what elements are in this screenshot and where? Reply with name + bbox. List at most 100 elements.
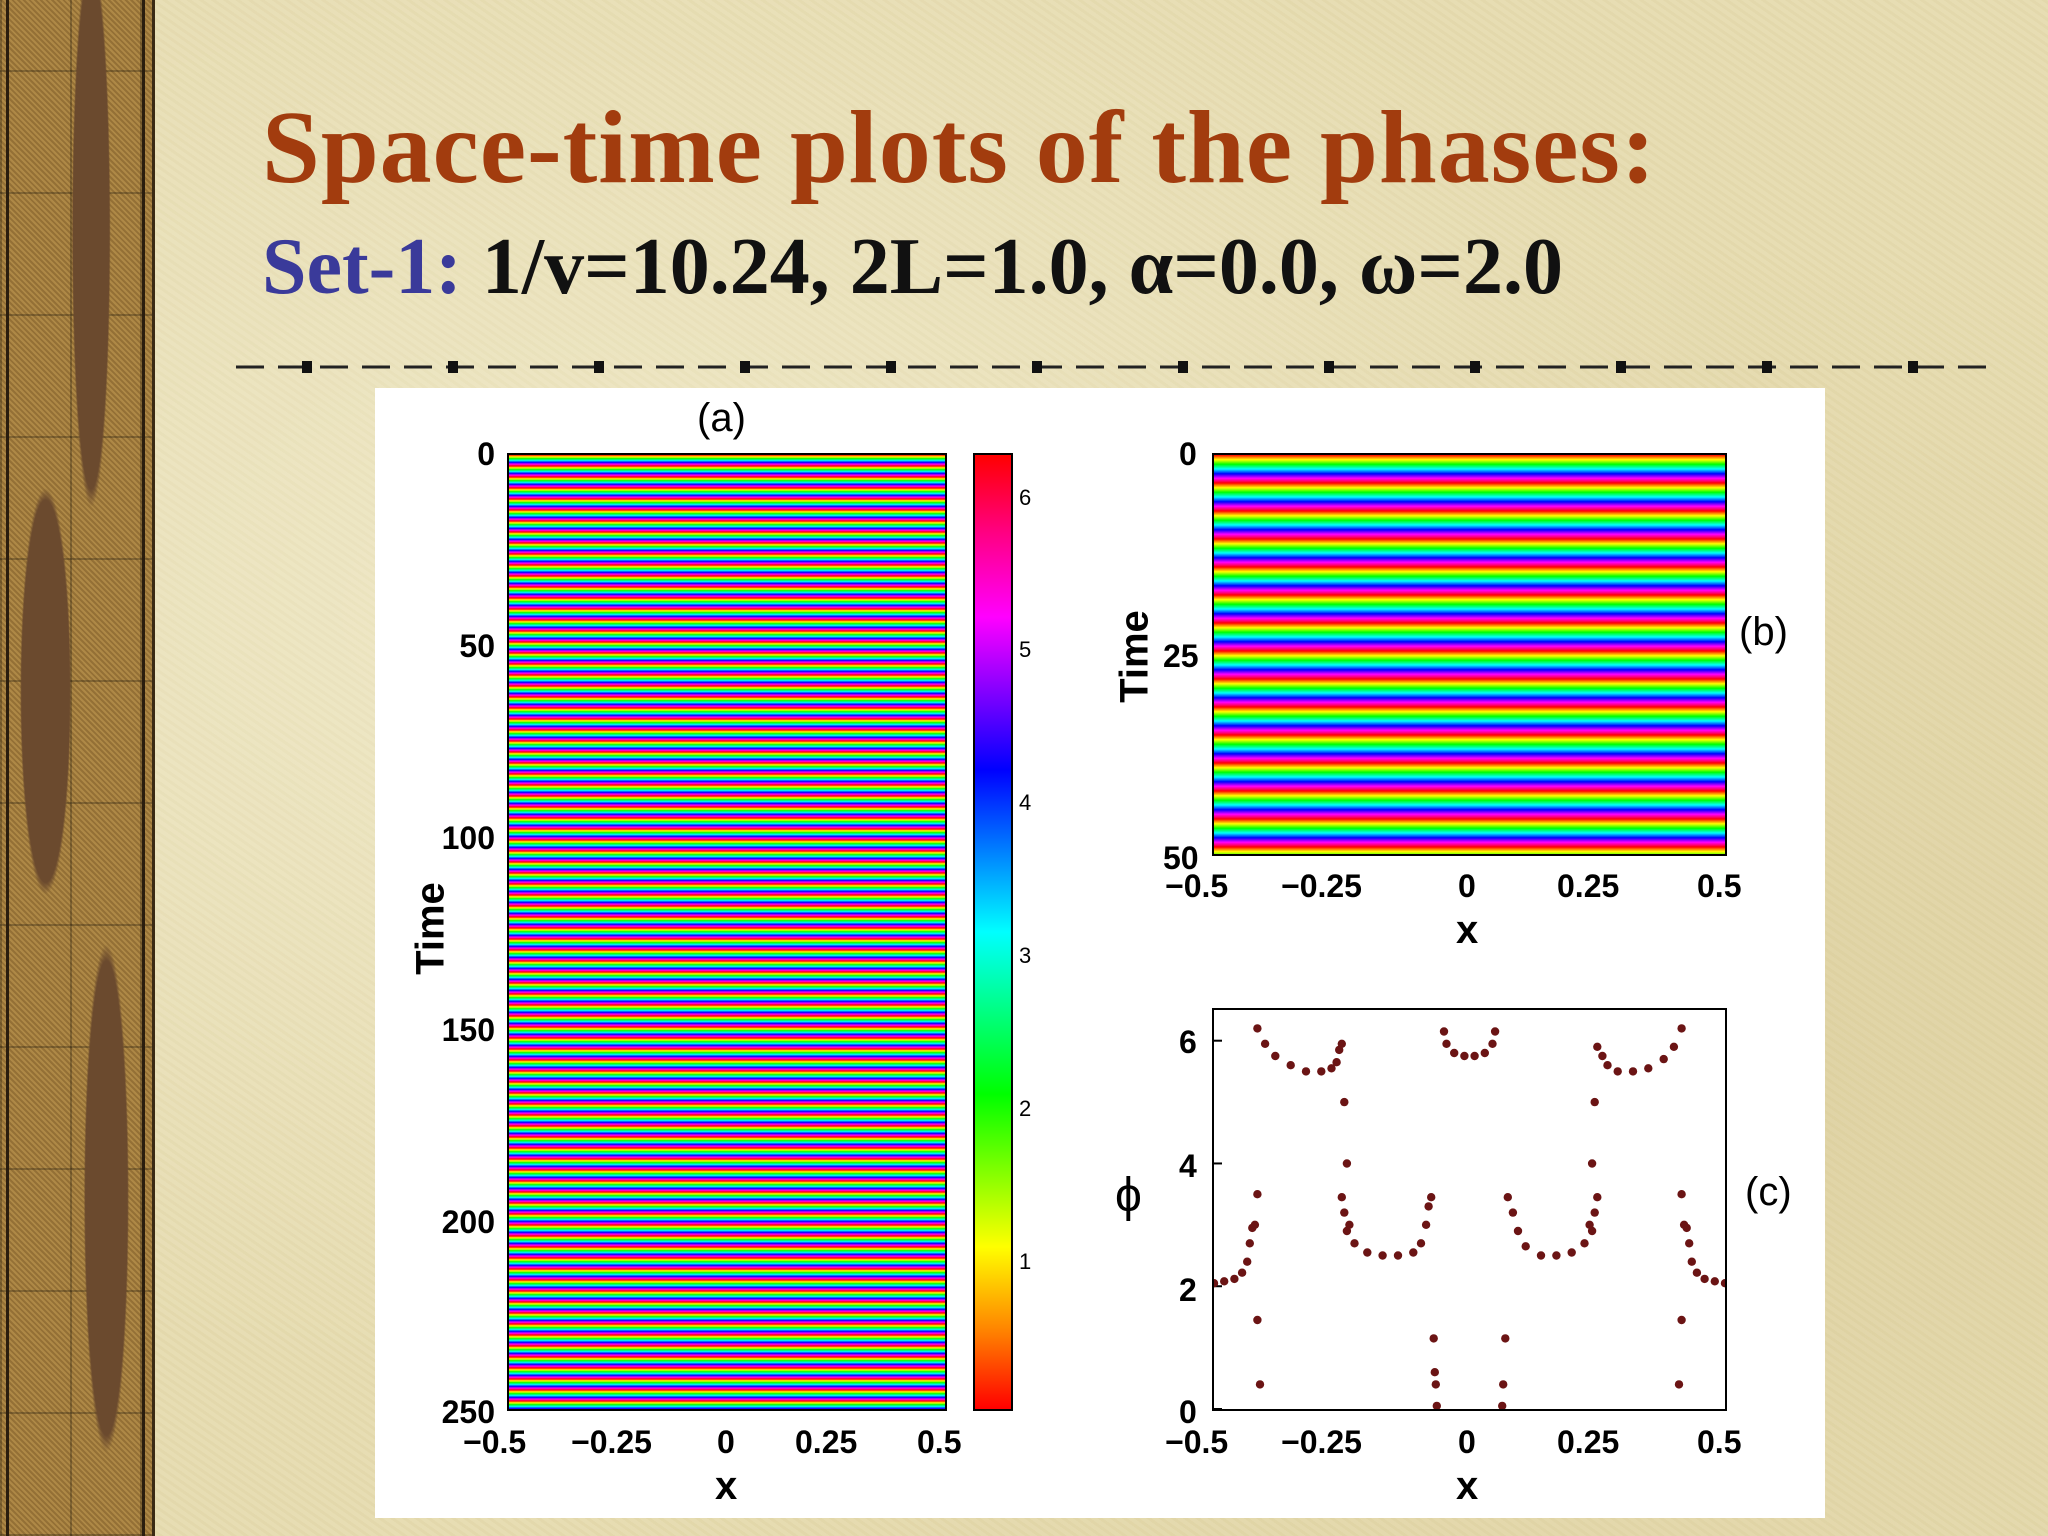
panel-a-xtick: −0.25 bbox=[571, 1424, 652, 1460]
colorbar-tick: 4 bbox=[1019, 790, 1032, 815]
scatter-point bbox=[1340, 1208, 1349, 1217]
scatter-point bbox=[1432, 1401, 1441, 1411]
panel-a-ytick: 100 bbox=[441, 820, 495, 856]
scatter-point bbox=[1286, 1061, 1295, 1070]
panel-b-ytick: 0 bbox=[1179, 436, 1197, 472]
scatter-point bbox=[1429, 1334, 1438, 1343]
panel-a-ylabel: Time bbox=[408, 882, 453, 975]
panel-c-ytick: 4 bbox=[1179, 1148, 1197, 1184]
slide-title: Space-time plots of the phases: bbox=[262, 90, 1657, 205]
scatter-point bbox=[1587, 1159, 1597, 1168]
scatter-point bbox=[1301, 1067, 1311, 1076]
scatter-point bbox=[1503, 1193, 1512, 1202]
scatter-point bbox=[1692, 1268, 1702, 1277]
scatter-point bbox=[1342, 1159, 1352, 1168]
panel-b-xtick: 0.5 bbox=[1697, 868, 1742, 904]
scatter-point bbox=[1552, 1251, 1561, 1260]
scatter-point bbox=[1245, 1239, 1254, 1248]
panel-a-xtick: 0 bbox=[717, 1424, 735, 1460]
panel-a-xtick: −0.5 bbox=[463, 1424, 527, 1460]
figure-panel: (a) 0 50 100 150 200 250 Time −0.5 −0.25… bbox=[375, 388, 1825, 1518]
scatter-point bbox=[1337, 1193, 1346, 1202]
scatter-point bbox=[1590, 1208, 1599, 1217]
scatter-point bbox=[1409, 1248, 1418, 1257]
panel-c-xlabel: x bbox=[1456, 1464, 1479, 1508]
panel-c-ylabel: ϕ bbox=[1115, 1169, 1142, 1222]
scatter-point bbox=[1580, 1239, 1589, 1248]
scatter-point bbox=[1567, 1248, 1576, 1257]
panel-c-label: (c) bbox=[1745, 1170, 1792, 1214]
scatter-point bbox=[1327, 1064, 1336, 1073]
scatter-point bbox=[1659, 1054, 1668, 1064]
panel-a-xlabel: x bbox=[715, 1464, 738, 1508]
scatter-point bbox=[1421, 1220, 1431, 1229]
scatter-point bbox=[1250, 1220, 1260, 1229]
scatter-point bbox=[1536, 1251, 1546, 1260]
scatter-point bbox=[1317, 1067, 1326, 1076]
scatter-point bbox=[1450, 1048, 1459, 1058]
scatter-point bbox=[1340, 1097, 1349, 1107]
scatter-point bbox=[1470, 1051, 1479, 1061]
panel-b-heatmap bbox=[1212, 453, 1727, 856]
panel-c-ytick: 6 bbox=[1179, 1024, 1197, 1060]
panel-c-ytick: 0 bbox=[1179, 1394, 1197, 1430]
scatter-point bbox=[1350, 1239, 1359, 1248]
panel-b-ylabel: Time bbox=[1112, 610, 1157, 703]
scatter-point bbox=[1674, 1380, 1684, 1389]
scatter-point bbox=[1685, 1239, 1694, 1248]
scatter-point bbox=[1498, 1401, 1507, 1411]
scatter-point bbox=[1237, 1268, 1247, 1277]
slide-subtitle: Set-1: 1/v=10.24, 2L=1.0, α=0.0, ω=2.0 bbox=[262, 222, 1563, 313]
scatter-point bbox=[1230, 1274, 1239, 1284]
parameter-list: 1/v=10.24, 2L=1.0, α=0.0, ω=2.0 bbox=[481, 223, 1563, 311]
scatter-point bbox=[1682, 1223, 1691, 1233]
panel-b-ytick: 25 bbox=[1163, 638, 1199, 674]
scatter-point bbox=[1499, 1380, 1508, 1389]
panel-a-ytick: 250 bbox=[441, 1394, 495, 1430]
panel-a-heatmap bbox=[507, 453, 947, 1411]
panel-c-xtick: −0.25 bbox=[1281, 1424, 1362, 1460]
scatter-point bbox=[1416, 1239, 1426, 1248]
scatter-point bbox=[1442, 1039, 1451, 1048]
scatter-point bbox=[1508, 1208, 1518, 1217]
scatter-point bbox=[1687, 1257, 1696, 1266]
panel-a-ytick: 150 bbox=[441, 1012, 495, 1048]
panel-a-xtick: 0.5 bbox=[917, 1424, 962, 1460]
scatter-point bbox=[1585, 1220, 1594, 1229]
colorbar-tick: 2 bbox=[1019, 1096, 1032, 1121]
scatter-point bbox=[1253, 1315, 1262, 1325]
panel-c-xtick: 0.5 bbox=[1697, 1424, 1742, 1460]
panel-c-xtick: 0.25 bbox=[1557, 1424, 1620, 1460]
scatter-point bbox=[1613, 1067, 1622, 1076]
scatter-point bbox=[1431, 1380, 1440, 1389]
divider-rule bbox=[236, 361, 1986, 373]
scatter-point bbox=[1669, 1042, 1679, 1051]
scatter-point bbox=[1253, 1024, 1262, 1033]
panel-c-scatter bbox=[1209, 1008, 1730, 1411]
colorbar-tick: 5 bbox=[1019, 637, 1032, 662]
colorbar-tick: 3 bbox=[1019, 943, 1032, 968]
scatter-point bbox=[1253, 1190, 1262, 1199]
panel-b-label: (b) bbox=[1739, 610, 1788, 654]
panel-b-xtick: 0 bbox=[1458, 868, 1476, 904]
scatter-point bbox=[1700, 1274, 1709, 1284]
panel-b-xtick: −0.5 bbox=[1165, 868, 1229, 904]
scatter-point bbox=[1593, 1042, 1602, 1051]
scatter-point bbox=[1490, 1027, 1500, 1036]
panel-b-ytick: 50 bbox=[1163, 840, 1199, 876]
colorbar bbox=[973, 453, 1013, 1411]
set-label: Set-1: bbox=[262, 223, 462, 311]
scatter-point bbox=[1677, 1024, 1686, 1033]
panel-c-ytick: 2 bbox=[1179, 1272, 1197, 1308]
panel-a-label: (a) bbox=[697, 396, 746, 440]
scatter-point bbox=[1430, 1368, 1439, 1377]
colorbar-tick: 6 bbox=[1019, 485, 1032, 510]
scatter-point bbox=[1480, 1048, 1489, 1058]
scatter-point bbox=[1677, 1315, 1686, 1325]
panel-a-ytick: 50 bbox=[459, 628, 495, 664]
panel-b-xtick: 0.25 bbox=[1557, 868, 1620, 904]
scatter-point bbox=[1460, 1051, 1469, 1061]
scatter-point bbox=[1393, 1251, 1403, 1260]
panel-c-xtick: 0 bbox=[1458, 1424, 1476, 1460]
scatter-point bbox=[1598, 1051, 1607, 1061]
